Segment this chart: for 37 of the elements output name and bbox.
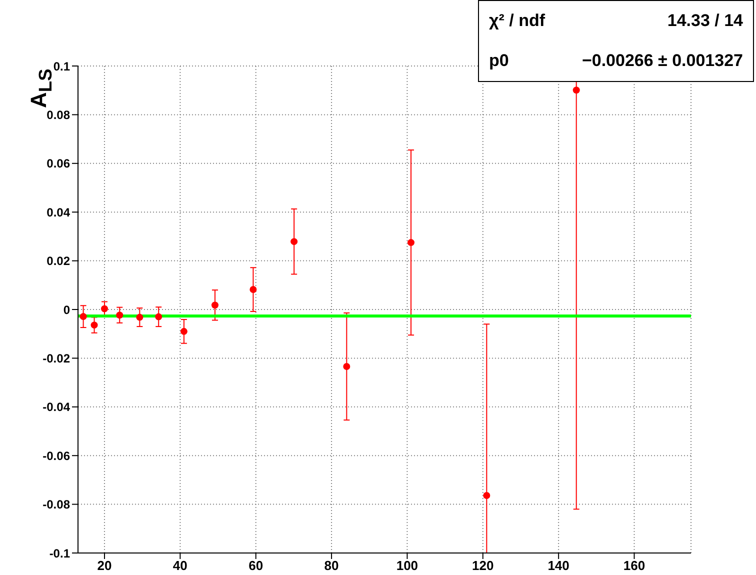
y-tick-label: 0 (63, 302, 70, 317)
point (483, 492, 490, 500)
text: χ² / ndf (489, 11, 546, 31)
point (136, 314, 144, 321)
x-tick-label: 40 (172, 558, 188, 574)
point (290, 238, 298, 246)
point (116, 312, 124, 319)
y-tick-label: 0.1 (53, 59, 70, 74)
point (572, 86, 580, 94)
y-tick-label: -0.08 (42, 498, 70, 512)
y-tick-label: -0.06 (42, 448, 70, 463)
point (100, 305, 108, 312)
point (155, 313, 162, 320)
x-tick-label: 20 (97, 558, 112, 574)
point (250, 286, 257, 294)
y-tick-label: -0.1 (49, 546, 70, 560)
x-tick-label: 160 (623, 558, 646, 574)
point (211, 302, 218, 309)
text: 14.33 / 14 (666, 11, 743, 31)
x-tick-label: 100 (396, 558, 418, 574)
y-tick-label: 0.08 (46, 108, 70, 122)
point (343, 362, 350, 370)
y-tick-label: 0.02 (46, 254, 70, 268)
point (180, 328, 188, 335)
x-tick-label: 140 (548, 558, 570, 574)
annotation: −0.00266 ± 0.001327 (580, 51, 743, 71)
point (90, 322, 98, 329)
y-tick-label: 0.06 (46, 156, 70, 171)
x-tick-label: 120 (472, 558, 494, 574)
y-tick-label: 0.04 (46, 205, 70, 220)
annotation: p0 (489, 51, 510, 71)
y-tick-label: -0.02 (42, 351, 70, 366)
point (80, 313, 87, 320)
x-tick-label: 80 (324, 558, 339, 574)
y-tick-label: -0.04 (42, 400, 70, 414)
x-tick-label: 60 (248, 558, 264, 574)
point (407, 239, 414, 246)
